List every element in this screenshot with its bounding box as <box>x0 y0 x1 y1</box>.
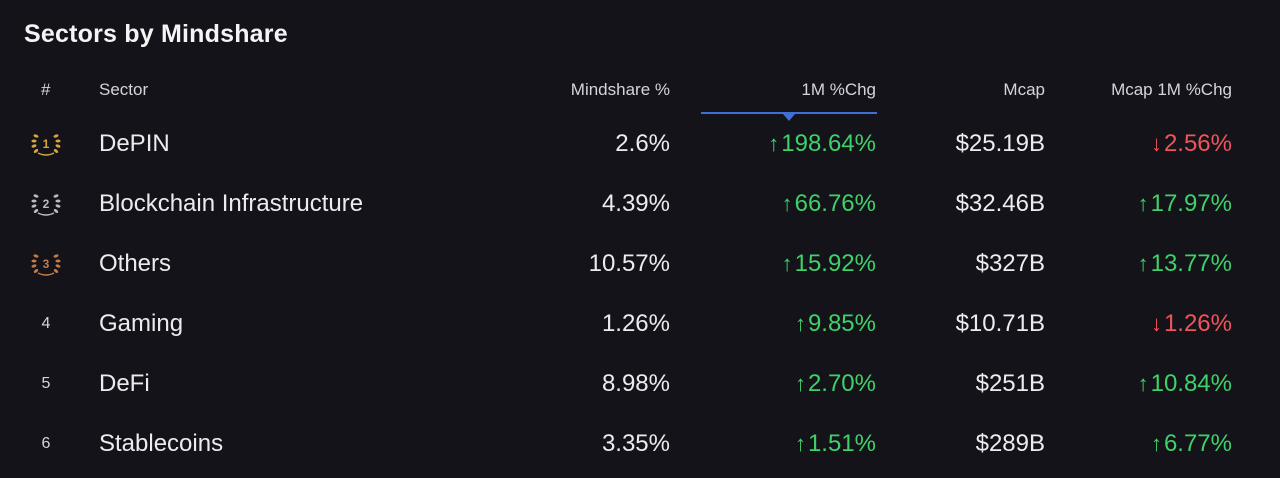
table-row[interactable]: 2 Blockchain Infrastructure 4.39% ↑66.76… <box>0 174 1280 234</box>
mcap-change-1m-value: ↓1.26% <box>1032 294 1232 354</box>
arrow-up-icon: ↑ <box>1150 431 1162 456</box>
sector-name: DePIN <box>99 130 170 157</box>
mcap-value: $25.19B <box>955 130 1045 157</box>
sector-name: Blockchain Infrastructure <box>99 190 364 217</box>
change-1m-value: ↑1.51% <box>676 414 876 474</box>
sort-desc-caret-icon <box>783 114 795 121</box>
mcap-value: $327B <box>975 250 1045 277</box>
change-1m-value: ↑15.92% <box>676 234 876 294</box>
mcap-value: $32.46B <box>955 190 1045 217</box>
mcap-change-1m-text: 17.97% <box>1150 190 1232 217</box>
change-1m-text: 15.92% <box>794 250 876 277</box>
sector-table-body: 1 DePIN 2.6% ↑198.64% $25.19B ↓2.56% 2 B… <box>0 114 1280 474</box>
change-1m-text: 9.85% <box>807 310 876 337</box>
change-1m-value: ↑9.85% <box>676 294 876 354</box>
sector-name: Others <box>99 250 172 277</box>
mcap-change-1m-text: 2.56% <box>1163 130 1232 157</box>
mcap-change-1m-value: ↑6.77% <box>1032 414 1232 474</box>
arrow-up-icon: ↑ <box>794 371 806 396</box>
change-1m-value: ↑198.64% <box>676 114 876 174</box>
header-mindshare[interactable]: Mindshare % <box>570 80 670 99</box>
mcap-change-1m-text: 6.77% <box>1163 430 1232 457</box>
rank-cell: 4 <box>41 315 51 332</box>
header-rank[interactable]: # <box>41 80 51 99</box>
mindshare-value: 10.57% <box>588 250 670 277</box>
table-row[interactable]: 3 Others 10.57% ↑15.92% $327B ↑13.77% <box>0 234 1280 294</box>
sector-name: DeFi <box>99 370 150 397</box>
rank-cell: 3 <box>26 234 66 294</box>
header-mcap[interactable]: Mcap <box>1003 80 1045 99</box>
header-sector[interactable]: Sector <box>99 80 149 99</box>
table-row[interactable]: 6 Stablecoins 3.35% ↑1.51% $289B ↑6.77% <box>0 414 1280 474</box>
change-1m-value: ↑66.76% <box>676 174 876 234</box>
sector-name: Stablecoins <box>99 430 224 457</box>
arrow-up-icon: ↑ <box>1137 191 1149 216</box>
header-mcap-1m-change[interactable]: Mcap 1M %Chg <box>1111 80 1232 99</box>
mcap-value: $10.71B <box>955 310 1045 337</box>
arrow-up-icon: ↑ <box>768 131 780 156</box>
table-row[interactable]: 5 DeFi 8.98% ↑2.70% $251B ↑10.84% <box>0 354 1280 414</box>
change-1m-text: 66.76% <box>794 190 876 217</box>
arrow-up-icon: ↑ <box>781 251 793 276</box>
arrow-up-icon: ↑ <box>1137 371 1149 396</box>
mcap-value: $289B <box>975 430 1045 457</box>
table-row[interactable]: 1 DePIN 2.6% ↑198.64% $25.19B ↓2.56% <box>0 114 1280 174</box>
table-row[interactable]: 4 Gaming 1.26% ↑9.85% $10.71B ↓1.26% <box>0 294 1280 354</box>
sort-indicator-underline <box>701 112 877 114</box>
mindshare-value: 8.98% <box>601 370 670 397</box>
page-title: Sectors by Mindshare <box>24 20 288 48</box>
mcap-change-1m-text: 1.26% <box>1163 310 1232 337</box>
svg-text:2: 2 <box>43 197 50 211</box>
mcap-change-1m-text: 10.84% <box>1150 370 1232 397</box>
mcap-change-1m-text: 13.77% <box>1150 250 1232 277</box>
arrow-up-icon: ↑ <box>794 311 806 336</box>
change-1m-text: 198.64% <box>781 130 876 157</box>
svg-text:3: 3 <box>43 257 50 271</box>
mcap-change-1m-value: ↑17.97% <box>1032 174 1232 234</box>
mcap-value: $251B <box>975 370 1045 397</box>
change-1m-value: ↑2.70% <box>676 354 876 414</box>
arrow-down-icon: ↓ <box>1150 131 1162 156</box>
mindshare-value: 3.35% <box>601 430 670 457</box>
header-1m-change[interactable]: 1M %Chg <box>801 80 876 99</box>
rank-cell: 2 <box>26 174 66 234</box>
mcap-change-1m-value: ↑10.84% <box>1032 354 1232 414</box>
sector-name: Gaming <box>99 310 184 337</box>
bronze-laurel-icon: 3 <box>31 254 61 276</box>
table-header: # Sector Mindshare % 1M %Chg Mcap Mcap 1… <box>0 80 1280 106</box>
change-1m-text: 1.51% <box>807 430 876 457</box>
gold-laurel-icon: 1 <box>31 134 61 156</box>
mcap-change-1m-value: ↓2.56% <box>1032 114 1232 174</box>
rank-cell: 5 <box>41 375 51 392</box>
rank-cell: 6 <box>41 435 51 452</box>
mindshare-value: 1.26% <box>601 310 670 337</box>
arrow-up-icon: ↑ <box>794 431 806 456</box>
silver-laurel-icon: 2 <box>31 194 61 216</box>
arrow-up-icon: ↑ <box>781 191 793 216</box>
rank-cell: 1 <box>26 114 66 174</box>
mcap-change-1m-value: ↑13.77% <box>1032 234 1232 294</box>
arrow-down-icon: ↓ <box>1150 311 1162 336</box>
change-1m-text: 2.70% <box>807 370 876 397</box>
arrow-up-icon: ↑ <box>1137 251 1149 276</box>
svg-text:1: 1 <box>43 137 50 151</box>
mindshare-value: 4.39% <box>601 190 670 217</box>
mindshare-value: 2.6% <box>615 130 670 157</box>
